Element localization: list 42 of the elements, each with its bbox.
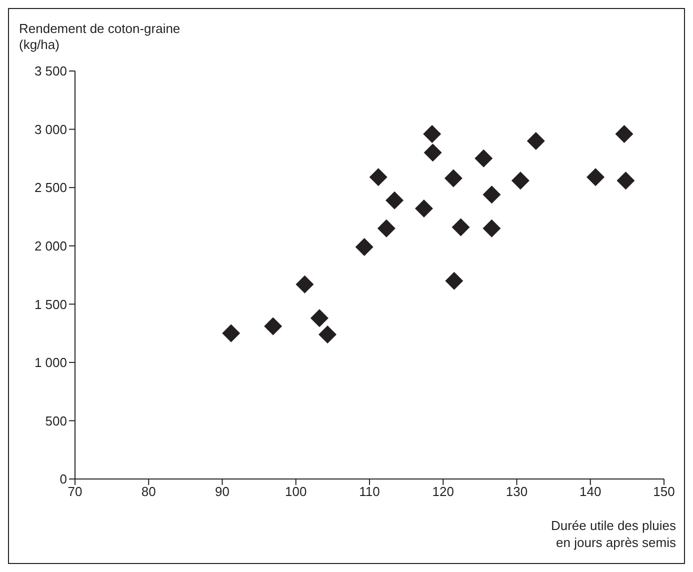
point [355,238,374,256]
point [369,168,388,186]
point [310,309,328,328]
point [615,124,634,143]
point [444,169,462,188]
point [423,124,442,143]
x-tick-label: 70 [68,484,82,500]
point [377,219,396,238]
x-tick-label: 90 [215,484,230,500]
point [482,219,501,238]
y-tick-label: 0 [60,472,67,487]
x-tick-label: 130 [506,484,528,500]
point [222,324,240,342]
point [296,275,314,294]
x-tick-label: 80 [141,484,156,500]
y-tick-label: 1 000 [34,355,67,370]
x-tick-label: 150 [653,484,675,500]
point [586,168,605,186]
x-tick-label: 120 [432,484,454,500]
point [482,186,501,204]
y-tick-label: 2 000 [34,238,67,254]
point [452,218,470,236]
point [424,144,442,162]
y-axis-title: Rendement de coton-graine (kg/ha) [19,21,180,53]
point [511,172,530,190]
y-tick-label: 3 500 [34,64,67,79]
y-tick-label: 2 500 [34,180,67,196]
y-tick-label: 1 500 [34,296,67,312]
point [445,272,464,290]
x-axis-title: Durée utile des pluies en jours après semis [550,517,676,551]
point [616,172,635,190]
point [414,200,433,218]
point [318,325,337,344]
point [386,191,404,210]
y-tick-label: 500 [45,413,67,428]
x-tick-label: 140 [580,484,602,500]
point [526,132,545,150]
y-tick-label: 3 000 [34,122,67,137]
x-tick-label: 100 [285,484,307,500]
x-tick-label: 110 [359,484,380,500]
point [264,317,282,336]
point [474,149,493,168]
